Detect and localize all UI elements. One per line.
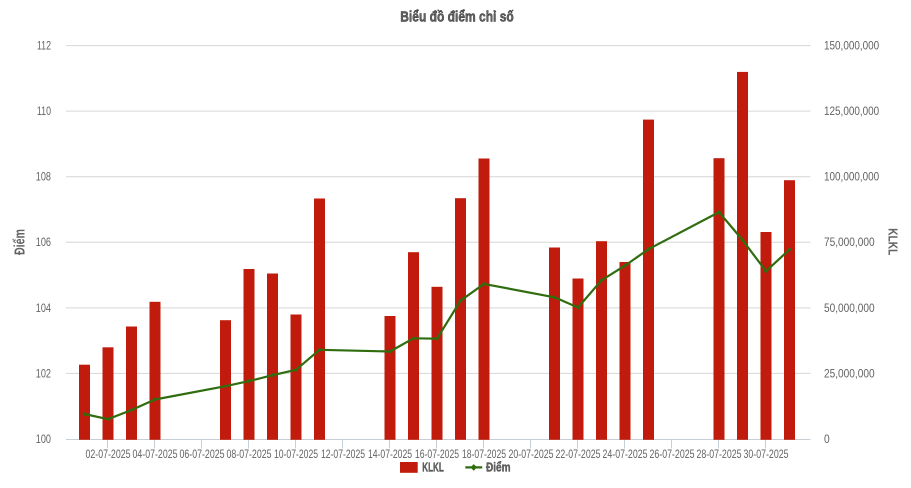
svg-text:106: 106 bbox=[36, 235, 51, 249]
svg-text:102: 102 bbox=[36, 366, 51, 380]
svg-text:06-07-2025: 06-07-2025 bbox=[180, 447, 225, 461]
svg-text:112: 112 bbox=[37, 39, 51, 53]
svg-text:KLKL: KLKL bbox=[422, 461, 444, 475]
svg-text:12-07-2025: 12-07-2025 bbox=[321, 447, 365, 461]
svg-text:125,000,000: 125,000,000 bbox=[824, 104, 879, 118]
svg-text:50,000,000: 50,000,000 bbox=[824, 301, 875, 315]
svg-text:104: 104 bbox=[36, 301, 51, 315]
svg-text:02-07-2025: 02-07-2025 bbox=[86, 447, 131, 461]
svg-text:26-07-2025: 26-07-2025 bbox=[650, 447, 695, 461]
svg-text:25,000,000: 25,000,000 bbox=[824, 366, 875, 380]
svg-text:110: 110 bbox=[37, 104, 51, 118]
svg-text:10-07-2025: 10-07-2025 bbox=[274, 447, 318, 461]
svg-text:100: 100 bbox=[36, 432, 51, 446]
svg-text:30-07-2025: 30-07-2025 bbox=[744, 447, 789, 461]
svg-text:Biểu đồ điểm chỉ số: Biểu đồ điểm chỉ số bbox=[400, 10, 514, 26]
svg-text:16-07-2025: 16-07-2025 bbox=[415, 447, 459, 461]
svg-text:20-07-2025: 20-07-2025 bbox=[509, 447, 554, 461]
svg-text:100,000,000: 100,000,000 bbox=[824, 170, 879, 184]
svg-text:08-07-2025: 08-07-2025 bbox=[227, 447, 272, 461]
svg-text:108: 108 bbox=[36, 170, 51, 184]
svg-text:14-07-2025: 14-07-2025 bbox=[368, 447, 412, 461]
svg-text:150,000,000: 150,000,000 bbox=[824, 39, 879, 53]
svg-text:18-07-2025: 18-07-2025 bbox=[462, 447, 506, 461]
svg-text:KLKL: KLKL bbox=[886, 228, 901, 255]
svg-text:Điểm: Điểm bbox=[11, 229, 28, 255]
svg-text:22-07-2025: 22-07-2025 bbox=[556, 447, 601, 461]
svg-text:24-07-2025: 24-07-2025 bbox=[603, 447, 648, 461]
svg-text:75,000,000: 75,000,000 bbox=[824, 235, 875, 249]
svg-text:0: 0 bbox=[824, 432, 830, 446]
svg-text:Điểm: Điểm bbox=[486, 461, 511, 475]
svg-text:28-07-2025: 28-07-2025 bbox=[697, 447, 742, 461]
svg-text:04-07-2025: 04-07-2025 bbox=[133, 447, 178, 461]
